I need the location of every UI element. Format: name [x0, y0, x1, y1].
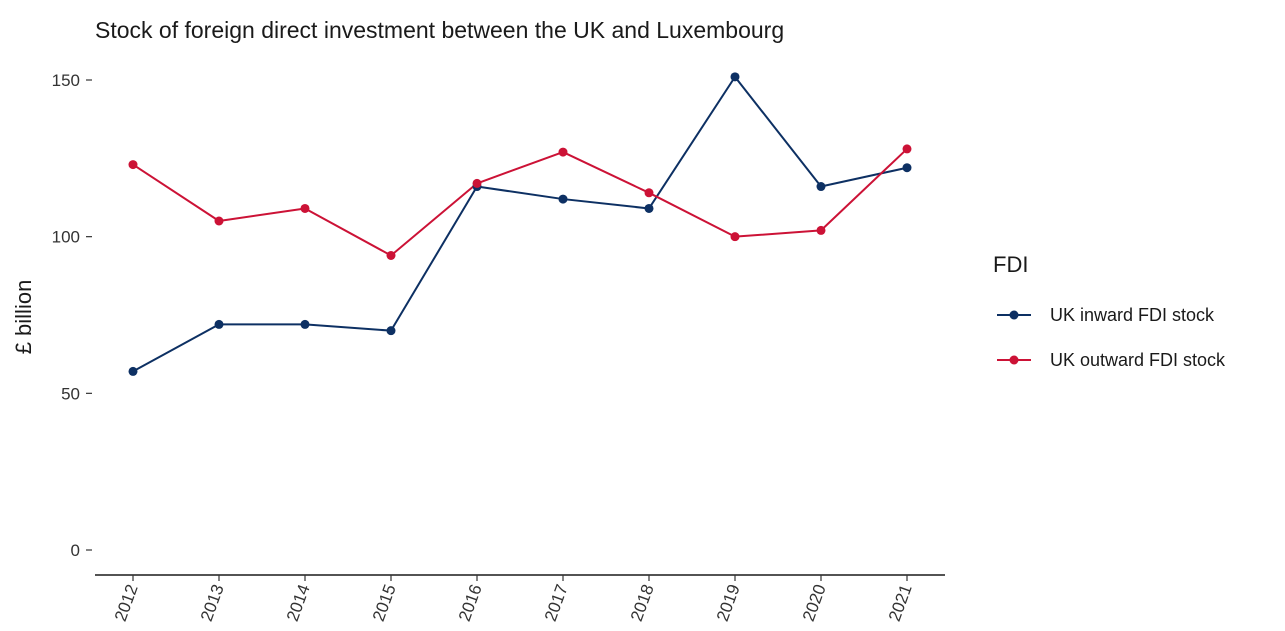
x-tick-label: 2015	[369, 582, 400, 624]
data-point-outward	[558, 147, 568, 157]
data-point-outward	[300, 203, 310, 213]
data-point-inward	[730, 72, 740, 82]
x-tick-label: 2017	[541, 582, 572, 624]
x-tick-label: 2016	[455, 582, 486, 624]
data-point-outward	[386, 250, 396, 260]
x-axis: 2012 2013 2014 2015 2016 2017 2018 2019 2020 2021	[95, 574, 945, 624]
y-axis-title: £ billion	[11, 280, 36, 355]
data-point-outward	[128, 160, 138, 170]
x-tick-label: 2012	[111, 582, 142, 624]
data-point-inward	[300, 319, 310, 329]
legend: FDI UK inward FDI stock UK outward FDI st…	[993, 252, 1226, 370]
y-tick-label: 50	[61, 384, 80, 403]
legend-key-point	[1009, 310, 1019, 320]
legend-key-point	[1009, 355, 1019, 365]
x-tick-label: 2020	[799, 582, 830, 624]
x-tick-label: 2021	[885, 582, 916, 624]
x-tick-label: 2014	[283, 582, 314, 624]
data-point-outward	[472, 178, 482, 188]
legend-title: FDI	[993, 252, 1028, 277]
y-axis: 0 50 100 150	[52, 71, 92, 560]
legend-label: UK outward FDI stock	[1050, 350, 1226, 370]
x-tick-label: 2013	[197, 582, 228, 624]
y-tick-label: 0	[71, 541, 80, 560]
data-point-outward	[644, 188, 654, 198]
data-point-inward	[816, 182, 826, 192]
x-tick-label: 2018	[627, 582, 658, 624]
data-point-outward	[902, 144, 912, 154]
data-point-outward	[214, 216, 224, 226]
y-tick-label: 100	[52, 228, 80, 247]
series-lines	[132, 75, 908, 373]
data-point-inward	[386, 326, 396, 336]
y-tick-label: 150	[52, 71, 80, 90]
data-point-inward	[902, 163, 912, 173]
series-line-inward	[132, 75, 908, 373]
legend-label: UK inward FDI stock	[1050, 305, 1215, 325]
chart-title: Stock of foreign direct investment betwe…	[95, 17, 784, 43]
data-point-inward	[214, 319, 224, 329]
x-tick-label: 2019	[713, 582, 744, 624]
data-point-inward	[558, 194, 568, 204]
series-line-outward	[132, 148, 908, 257]
data-point-outward	[730, 232, 740, 242]
data-point-outward	[816, 225, 826, 235]
data-point-inward	[128, 366, 138, 376]
series-points	[128, 72, 912, 376]
data-point-inward	[644, 203, 654, 213]
